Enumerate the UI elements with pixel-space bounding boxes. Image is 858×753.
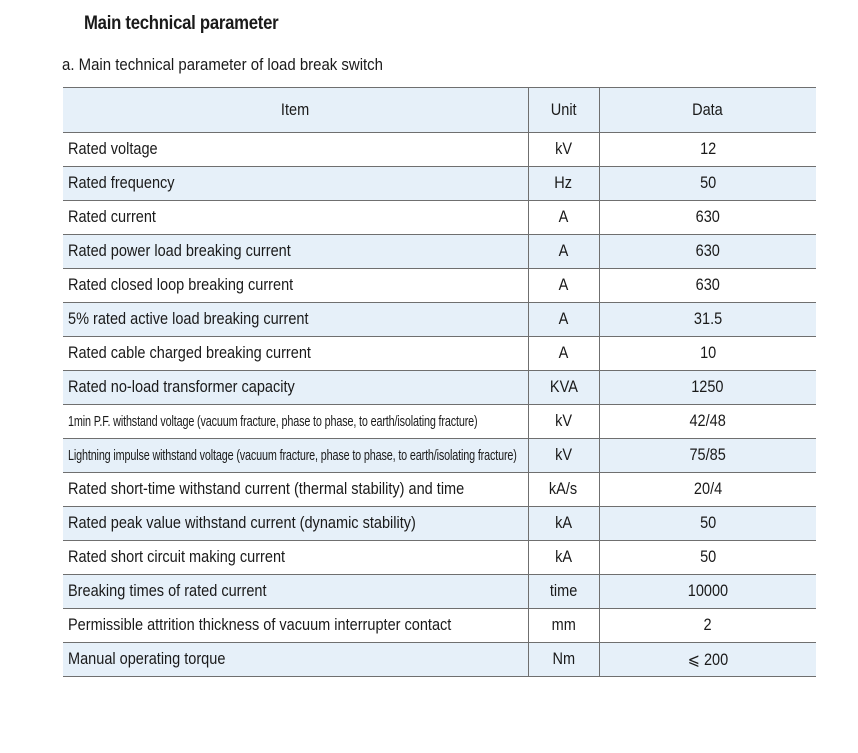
table-row: Rated frequency Hz 50: [63, 166, 816, 201]
table-row: 1min P.F. withstand voltage (vacuum frac…: [63, 404, 816, 439]
table-row: Lightning impulse withstand voltage (vac…: [63, 438, 816, 473]
unit-cell: kV: [527, 404, 600, 439]
header-unit: Unit: [527, 87, 600, 133]
item-cell: Rated peak value withstand current (dyna…: [63, 506, 529, 541]
data-cell: 42/48: [598, 404, 816, 439]
unit-cell: Hz: [527, 166, 600, 201]
data-cell: 50: [598, 506, 816, 541]
unit-cell: kV: [527, 132, 600, 167]
unit-cell: kA: [527, 506, 600, 541]
item-cell: Rated frequency: [63, 166, 529, 201]
unit-cell: A: [527, 234, 600, 269]
item-cell: Rated short circuit making current: [63, 540, 529, 575]
item-cell: Permissible attrition thickness of vacuu…: [63, 608, 529, 643]
unit-cell: kA/s: [527, 472, 600, 507]
table-row: Rated short-time withstand current (ther…: [63, 472, 816, 507]
parameter-table: Item Unit Data Rated voltage kV 12 Rated…: [63, 87, 816, 677]
table-row: Rated voltage kV 12: [63, 132, 816, 167]
item-cell: Rated short-time withstand current (ther…: [63, 472, 529, 507]
data-cell: 20/4: [598, 472, 816, 507]
item-cell: Rated voltage: [63, 132, 529, 167]
unit-cell: Nm: [527, 642, 600, 677]
data-cell: ⩽ 200: [598, 642, 816, 677]
data-cell: 50: [598, 166, 816, 201]
table-header-row: Item Unit Data: [63, 87, 816, 133]
item-cell: Rated cable charged breaking current: [63, 336, 529, 371]
unit-cell: KVA: [527, 370, 600, 405]
data-cell: 630: [598, 268, 816, 303]
item-cell: Manual operating torque: [63, 642, 529, 677]
item-cell: Rated no-load transformer capacity: [63, 370, 529, 405]
unit-cell: A: [527, 200, 600, 235]
document-title: Main technical parameter: [84, 13, 279, 34]
table-row: Rated short circuit making current kA 50: [63, 540, 816, 575]
unit-cell: mm: [527, 608, 600, 643]
item-cell: Breaking times of rated current: [63, 574, 529, 609]
item-cell: 5% rated active load breaking current: [63, 302, 529, 337]
table-row: Manual operating torque Nm ⩽ 200: [63, 642, 816, 677]
table-row: Rated current A 630: [63, 200, 816, 235]
item-cell: Lightning impulse withstand voltage (vac…: [63, 438, 529, 473]
unit-cell: A: [527, 268, 600, 303]
header-item: Item: [63, 87, 529, 133]
data-cell: 630: [598, 234, 816, 269]
data-cell: 10: [598, 336, 816, 371]
table-row: 5% rated active load breaking current A …: [63, 302, 816, 337]
header-data: Data: [598, 87, 816, 133]
item-cell: Rated current: [63, 200, 529, 235]
data-cell: 12: [598, 132, 816, 167]
item-cell: Rated closed loop breaking current: [63, 268, 529, 303]
table-row: Rated cable charged breaking current A 1…: [63, 336, 816, 371]
unit-cell: A: [527, 302, 600, 337]
data-cell: 50: [598, 540, 816, 575]
item-cell: Rated power load breaking current: [63, 234, 529, 269]
data-cell: 10000: [598, 574, 816, 609]
table-row: Rated power load breaking current A 630: [63, 234, 816, 269]
data-cell: 2: [598, 608, 816, 643]
item-cell: 1min P.F. withstand voltage (vacuum frac…: [63, 404, 529, 439]
table-row: Rated peak value withstand current (dyna…: [63, 506, 816, 541]
data-cell: 31.5: [598, 302, 816, 337]
unit-cell: A: [527, 336, 600, 371]
table-row: Permissible attrition thickness of vacuu…: [63, 608, 816, 643]
data-cell: 1250: [598, 370, 816, 405]
table-row: Rated closed loop breaking current A 630: [63, 268, 816, 303]
data-cell: 630: [598, 200, 816, 235]
unit-cell: kA: [527, 540, 600, 575]
document-subtitle: a. Main technical parameter of load brea…: [62, 55, 383, 74]
data-cell: 75/85: [598, 438, 816, 473]
unit-cell: kV: [527, 438, 600, 473]
table-row: Breaking times of rated current time 100…: [63, 574, 816, 609]
table-row: Rated no-load transformer capacity KVA 1…: [63, 370, 816, 405]
unit-cell: time: [527, 574, 600, 609]
